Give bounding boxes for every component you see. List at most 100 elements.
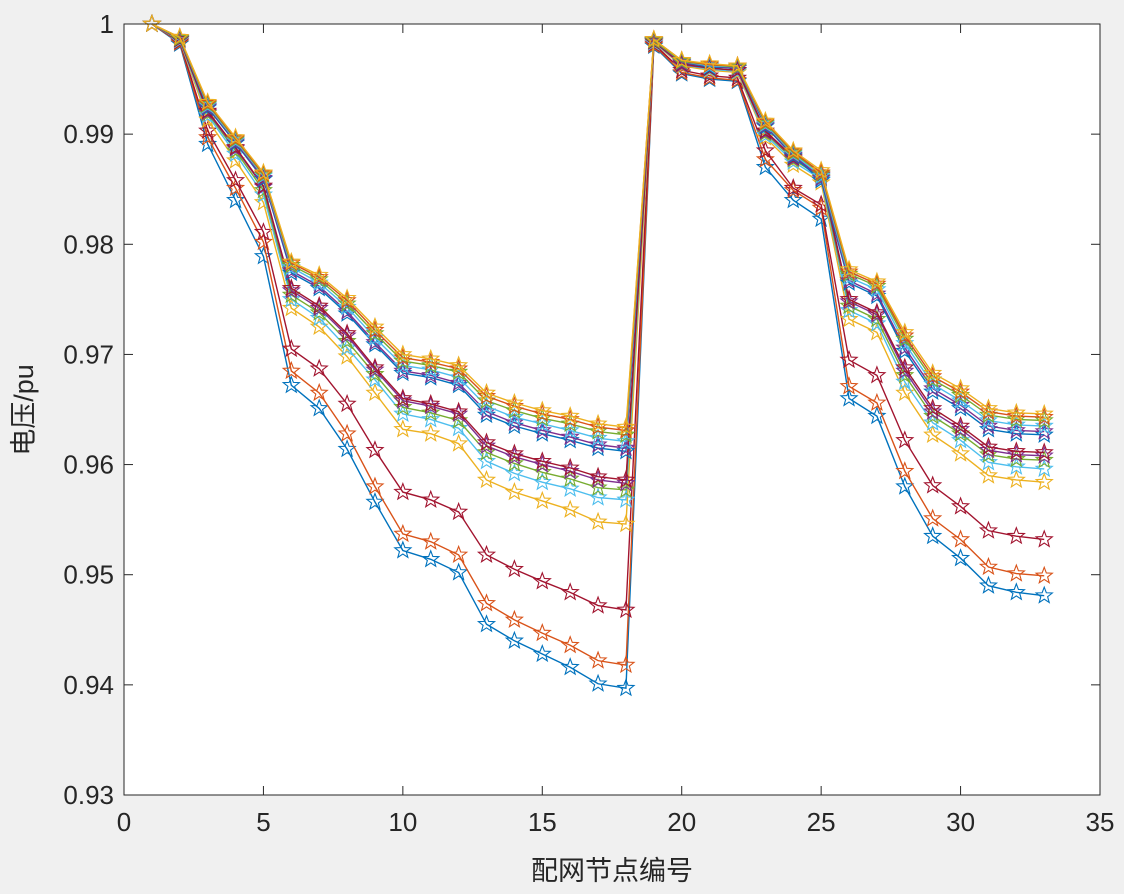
y-tick-label: 0.96 bbox=[63, 450, 114, 480]
data-point bbox=[504, 463, 524, 482]
data-point bbox=[755, 157, 775, 176]
data-point bbox=[895, 325, 915, 344]
data-point bbox=[504, 559, 524, 578]
data-point bbox=[923, 374, 943, 393]
data-point bbox=[281, 298, 301, 317]
data-point bbox=[839, 295, 859, 315]
data-point bbox=[337, 293, 357, 312]
data-point bbox=[1006, 469, 1026, 489]
data-point bbox=[672, 60, 692, 79]
data-point bbox=[839, 259, 859, 278]
data-point bbox=[365, 357, 385, 376]
series-line bbox=[151, 23, 1045, 449]
data-point bbox=[867, 271, 887, 290]
data-point bbox=[421, 489, 441, 508]
x-tick-label: 10 bbox=[388, 807, 417, 837]
data-point bbox=[1034, 529, 1054, 548]
data-point bbox=[142, 13, 162, 33]
data-point bbox=[532, 413, 552, 432]
data-point bbox=[923, 381, 943, 401]
data-point bbox=[393, 397, 413, 416]
series-6 bbox=[142, 13, 1054, 499]
data-point bbox=[1034, 415, 1054, 435]
data-point bbox=[560, 657, 580, 676]
data-point bbox=[170, 27, 190, 46]
data-point bbox=[923, 424, 943, 443]
data-point bbox=[337, 423, 357, 442]
data-point bbox=[755, 149, 775, 168]
data-point bbox=[449, 562, 469, 581]
data-point bbox=[532, 400, 552, 419]
data-point bbox=[950, 415, 971, 435]
data-point bbox=[421, 409, 441, 428]
data-point bbox=[867, 392, 887, 412]
series-line bbox=[151, 23, 1045, 481]
data-point bbox=[365, 382, 385, 402]
data-point bbox=[449, 358, 469, 377]
data-point bbox=[449, 544, 469, 564]
x-tick-label: 35 bbox=[1086, 807, 1115, 837]
data-point bbox=[532, 472, 552, 491]
data-point bbox=[895, 360, 915, 380]
data-point bbox=[337, 331, 357, 350]
data-point bbox=[700, 53, 720, 72]
data-point bbox=[867, 322, 887, 341]
data-point bbox=[393, 403, 413, 423]
data-point bbox=[616, 424, 636, 443]
data-point bbox=[1006, 420, 1026, 439]
data-point bbox=[616, 654, 636, 674]
y-axis-label: 电压/pu bbox=[9, 364, 39, 456]
data-point bbox=[476, 442, 497, 461]
data-point bbox=[895, 461, 915, 480]
data-point bbox=[393, 355, 413, 374]
data-point bbox=[309, 302, 329, 321]
data-point bbox=[616, 473, 636, 492]
data-point bbox=[839, 270, 859, 289]
data-point bbox=[839, 300, 859, 319]
data-point bbox=[504, 453, 524, 472]
data-point bbox=[309, 295, 329, 315]
data-point bbox=[895, 430, 915, 449]
y-tick-label: 1 bbox=[100, 9, 114, 39]
data-point bbox=[950, 496, 971, 515]
data-point bbox=[225, 127, 246, 146]
data-point bbox=[588, 511, 608, 530]
data-point bbox=[923, 475, 943, 494]
data-point bbox=[421, 348, 441, 367]
data-point bbox=[978, 436, 999, 456]
data-point bbox=[1034, 442, 1054, 461]
data-point bbox=[839, 376, 859, 395]
data-point bbox=[727, 55, 748, 75]
data-point bbox=[616, 513, 636, 533]
data-point bbox=[978, 465, 999, 484]
data-point bbox=[560, 468, 580, 488]
data-point bbox=[532, 490, 552, 510]
data-point bbox=[504, 443, 524, 462]
data-point bbox=[923, 401, 943, 420]
data-point bbox=[588, 434, 608, 453]
data-point bbox=[811, 160, 831, 179]
data-point bbox=[476, 382, 497, 402]
y-tick-label: 0.97 bbox=[63, 339, 114, 369]
x-tick-label: 25 bbox=[807, 807, 836, 837]
data-point bbox=[504, 412, 524, 431]
data-point bbox=[504, 609, 524, 629]
data-point bbox=[281, 251, 301, 271]
data-point bbox=[616, 420, 636, 439]
data-point bbox=[225, 190, 246, 209]
series-line bbox=[151, 23, 1045, 611]
x-tick-label: 20 bbox=[667, 807, 696, 837]
data-point bbox=[727, 67, 748, 87]
data-point bbox=[504, 446, 524, 466]
x-tick-label: 15 bbox=[528, 807, 557, 837]
series-line bbox=[151, 23, 1045, 428]
data-point bbox=[1034, 565, 1054, 584]
data-point bbox=[588, 466, 608, 485]
data-point bbox=[198, 109, 218, 128]
data-point bbox=[253, 162, 274, 181]
data-point bbox=[950, 378, 971, 397]
plot-area bbox=[124, 24, 1100, 795]
data-point bbox=[1006, 414, 1026, 434]
data-point bbox=[950, 529, 971, 548]
data-point bbox=[365, 364, 385, 383]
